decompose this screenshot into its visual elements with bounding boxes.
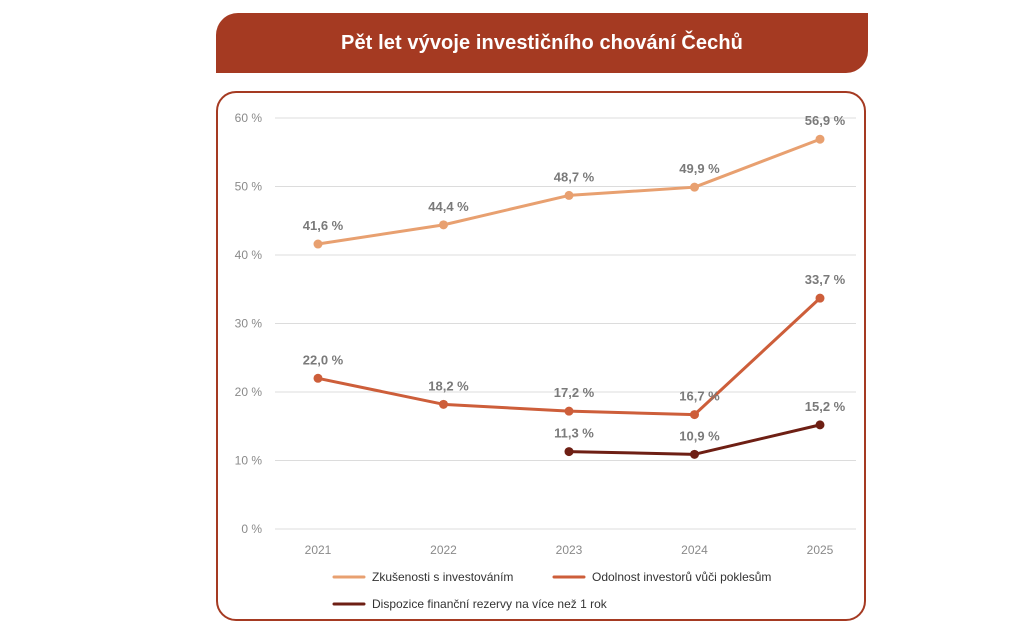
data-point — [439, 399, 448, 409]
data-point — [564, 190, 574, 200]
data-label: 18,2 % — [428, 378, 469, 393]
data-label: 16,7 % — [679, 389, 720, 404]
y-tick-label: 20 % — [235, 385, 263, 399]
data-point — [313, 239, 323, 249]
y-tick-label: 50 % — [235, 180, 263, 194]
x-tick-label: 2025 — [807, 543, 834, 557]
data-point — [690, 182, 699, 192]
data-label: 15,2 % — [805, 399, 846, 414]
data-point — [815, 293, 825, 303]
data-point — [690, 410, 699, 420]
x-tick-label: 2024 — [681, 543, 708, 557]
data-point — [564, 406, 574, 416]
chart-title: Pět let vývoje investičního chování Čech… — [341, 31, 743, 54]
data-point — [564, 447, 574, 457]
data-label: 44,4 % — [428, 199, 469, 214]
data-label: 41,6 % — [303, 218, 344, 233]
legend-label: Zkušenosti s investováním — [372, 570, 513, 584]
y-tick-label: 60 % — [235, 111, 263, 125]
y-tick-label: 40 % — [235, 248, 263, 262]
data-point — [439, 220, 448, 230]
y-tick-label: 10 % — [235, 454, 263, 468]
data-label: 49,9 % — [679, 161, 720, 176]
data-point — [313, 373, 323, 383]
data-point — [815, 420, 825, 430]
data-point — [690, 449, 699, 459]
y-tick-label: 0 % — [241, 522, 262, 536]
data-label: 17,2 % — [554, 385, 595, 400]
data-label: 22,0 % — [303, 352, 344, 367]
title-banner: Pět let vývoje investičního chování Čech… — [216, 13, 868, 73]
legend-label: Odolnost investorů vůči poklesům — [592, 570, 771, 584]
data-label: 56,9 % — [805, 113, 846, 128]
x-tick-label: 2021 — [305, 543, 332, 557]
data-label: 10,9 % — [679, 428, 720, 443]
data-label: 11,3 % — [554, 426, 594, 441]
legend-label: Dispozice finanční rezervy na více než 1… — [372, 597, 608, 611]
x-tick-label: 2022 — [430, 543, 457, 557]
data-point — [815, 134, 825, 144]
y-tick-label: 30 % — [235, 317, 263, 331]
data-label: 33,7 % — [805, 272, 846, 287]
data-label: 48,7 % — [554, 169, 595, 184]
x-tick-label: 2023 — [556, 543, 583, 557]
